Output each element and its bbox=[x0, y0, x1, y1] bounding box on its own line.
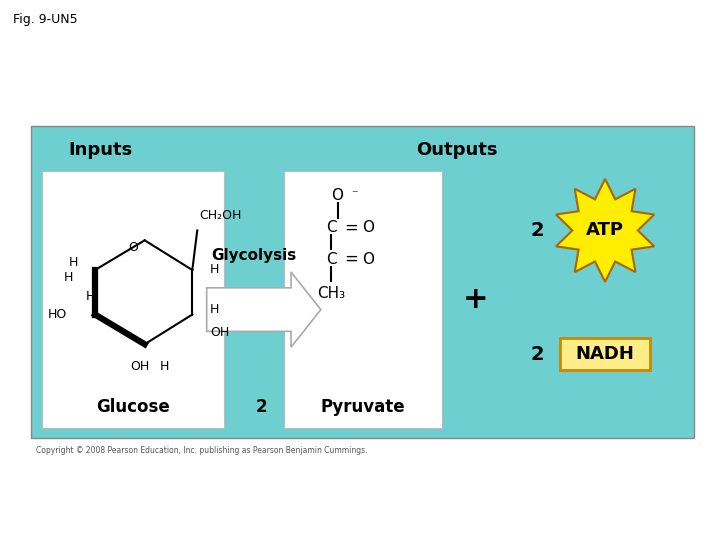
Text: 2: 2 bbox=[531, 345, 544, 363]
Text: O: O bbox=[362, 220, 374, 235]
Text: H: H bbox=[68, 255, 78, 268]
Text: Copyright © 2008 Pearson Education, Inc. publishing as Pearson Benjamin Cummings: Copyright © 2008 Pearson Education, Inc.… bbox=[35, 446, 367, 455]
Text: O: O bbox=[331, 188, 343, 203]
Text: H: H bbox=[64, 272, 73, 285]
Text: OH: OH bbox=[210, 326, 230, 340]
Polygon shape bbox=[207, 272, 321, 347]
Text: H: H bbox=[210, 264, 220, 276]
FancyBboxPatch shape bbox=[284, 171, 442, 428]
Text: 2: 2 bbox=[531, 221, 544, 240]
Text: C: C bbox=[326, 252, 336, 267]
Text: H: H bbox=[160, 360, 169, 373]
Text: Inputs: Inputs bbox=[68, 141, 132, 159]
Text: HO: HO bbox=[48, 308, 67, 321]
Text: H: H bbox=[210, 303, 220, 316]
Text: ⁻: ⁻ bbox=[351, 188, 358, 201]
Polygon shape bbox=[556, 179, 654, 282]
FancyBboxPatch shape bbox=[560, 338, 649, 370]
Text: H: H bbox=[86, 289, 95, 302]
Text: O: O bbox=[128, 241, 138, 254]
Text: =: = bbox=[344, 250, 358, 268]
Text: NADH: NADH bbox=[576, 345, 634, 363]
Text: +: + bbox=[462, 285, 488, 314]
Text: Glucose: Glucose bbox=[96, 397, 170, 416]
Text: Fig. 9-UN5: Fig. 9-UN5 bbox=[13, 12, 77, 26]
Text: 2: 2 bbox=[256, 397, 268, 416]
FancyBboxPatch shape bbox=[30, 126, 694, 438]
Text: =: = bbox=[344, 219, 358, 237]
FancyBboxPatch shape bbox=[42, 171, 224, 428]
Text: Glycolysis: Glycolysis bbox=[211, 248, 297, 262]
Text: ATP: ATP bbox=[586, 221, 624, 239]
Text: O: O bbox=[362, 252, 374, 267]
Text: CH₂OH: CH₂OH bbox=[199, 210, 242, 222]
Text: Outputs: Outputs bbox=[416, 141, 498, 159]
Text: CH₃: CH₃ bbox=[318, 286, 346, 301]
Text: Pyruvate: Pyruvate bbox=[320, 397, 405, 416]
Text: OH: OH bbox=[130, 360, 149, 373]
Text: C: C bbox=[326, 220, 336, 235]
